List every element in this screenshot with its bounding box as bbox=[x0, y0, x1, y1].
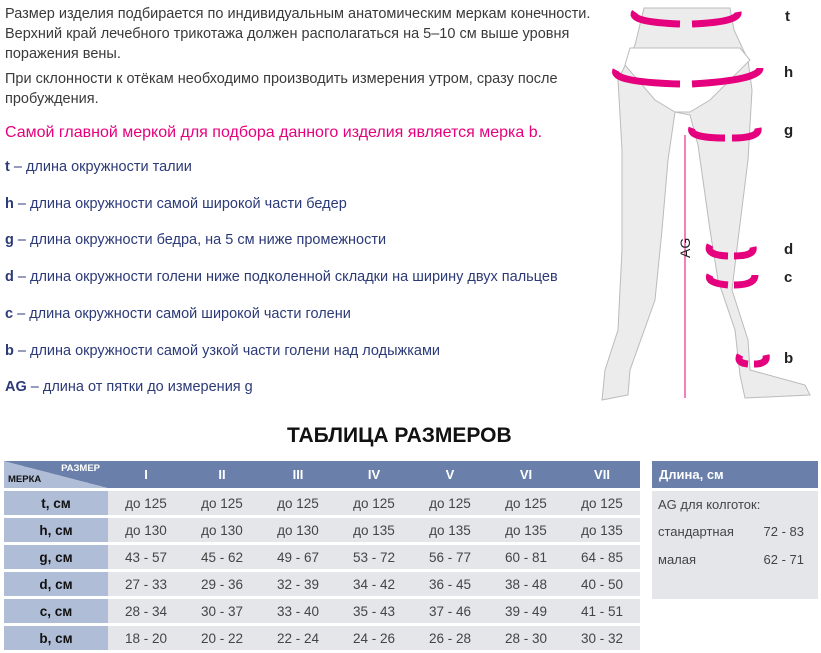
size-header: V bbox=[412, 461, 488, 488]
length-value: 62 - 71 bbox=[763, 552, 804, 567]
label-b: b bbox=[784, 350, 794, 367]
size-table: РАЗМЕР МЕРКА I II III IV V VI VII t, см до 125 до 1… bbox=[4, 458, 640, 653]
measure-label: c, см bbox=[4, 599, 108, 623]
table-cell: 28 - 30 bbox=[488, 626, 564, 650]
table-cell: 33 - 40 bbox=[260, 599, 336, 623]
measure-label: t, см bbox=[4, 491, 108, 515]
table-cell: до 135 bbox=[488, 518, 564, 542]
size-header: III bbox=[260, 461, 336, 488]
table-cell: 32 - 39 bbox=[260, 572, 336, 596]
table-cell: до 125 bbox=[412, 491, 488, 515]
table-cell: до 130 bbox=[184, 518, 260, 542]
highlight-text: Самой главной меркой для подбора данного… bbox=[5, 124, 543, 141]
corner-cell: РАЗМЕР МЕРКА bbox=[4, 461, 108, 488]
table-cell: 41 - 51 bbox=[564, 599, 640, 623]
length-sub: AG для колготок: bbox=[658, 497, 761, 512]
table-cell: 53 - 72 bbox=[336, 545, 412, 569]
table-row: d, см 27 - 33 29 - 36 32 - 39 34 - 42 36 - 45… bbox=[4, 572, 640, 596]
table-cell: до 135 bbox=[336, 518, 412, 542]
table-cell: 60 - 81 bbox=[488, 545, 564, 569]
table-cell: 49 - 67 bbox=[260, 545, 336, 569]
table-row: g, см 43 - 57 45 - 62 49 - 67 53 - 72 56 - 77… bbox=[4, 545, 640, 569]
table-row: c, см 28 - 34 30 - 37 33 - 40 35 - 43 37 - 46… bbox=[4, 599, 640, 623]
length-value: 72 - 83 bbox=[763, 524, 804, 539]
table-row: b, см 18 - 20 20 - 22 22 - 24 24 - 26 26 - 28… bbox=[4, 626, 640, 650]
table-cell: 30 - 37 bbox=[184, 599, 260, 623]
table-cell: 26 - 28 bbox=[412, 626, 488, 650]
table-cell: 40 - 50 bbox=[564, 572, 640, 596]
table-cell: до 125 bbox=[184, 491, 260, 515]
table-cell: 64 - 85 bbox=[564, 545, 640, 569]
label-h: h bbox=[784, 64, 794, 81]
measure-label: h, см bbox=[4, 518, 108, 542]
table-cell: 35 - 43 bbox=[336, 599, 412, 623]
length-name: стандартная bbox=[658, 524, 734, 539]
table-cell: до 125 bbox=[108, 491, 184, 515]
table-cell: до 135 bbox=[564, 518, 640, 542]
legend-item: t – длина окружности талии bbox=[5, 159, 192, 175]
table-cell: до 130 bbox=[260, 518, 336, 542]
size-header: II bbox=[184, 461, 260, 488]
table-cell: 56 - 77 bbox=[412, 545, 488, 569]
table-cell: до 125 bbox=[260, 491, 336, 515]
size-header: VII bbox=[564, 461, 640, 488]
label-g: g bbox=[784, 122, 794, 139]
size-header: VI bbox=[488, 461, 564, 488]
legend-item: d – длина окружности голени ниже подколе… bbox=[5, 269, 558, 286]
ag-label: AG bbox=[677, 238, 693, 258]
table-title: ТАБЛИЦА РАЗМЕРОВ bbox=[287, 424, 512, 447]
intro-paragraph: Размер изделия подбирается по индивидуал… bbox=[5, 6, 591, 62]
size-header: I bbox=[108, 461, 184, 488]
table-cell: 22 - 24 bbox=[260, 626, 336, 650]
table-header-row: РАЗМЕР МЕРКА I II III IV V VI VII bbox=[4, 461, 640, 488]
legend-item: b – длина окружности самой узкой части г… bbox=[5, 342, 441, 359]
table-cell: до 135 bbox=[412, 518, 488, 542]
table-cell: 39 - 49 bbox=[488, 599, 564, 623]
table-cell: 36 - 45 bbox=[412, 572, 488, 596]
legend-item: h – длина окружности самой широкой части… bbox=[5, 195, 347, 212]
table-cell: 38 - 48 bbox=[488, 572, 564, 596]
table-cell: 30 - 32 bbox=[564, 626, 640, 650]
table-row: h, см до 130 до 130 до 130 до 135 до 135 до 13… bbox=[4, 518, 640, 542]
table-cell: 34 - 42 bbox=[336, 572, 412, 596]
table-cell: до 125 bbox=[488, 491, 564, 515]
table-cell: до 130 bbox=[108, 518, 184, 542]
table-cell: 45 - 62 bbox=[184, 545, 260, 569]
table-cell: 28 - 34 bbox=[108, 599, 184, 623]
table-cell: до 125 bbox=[564, 491, 640, 515]
intro-paragraph: При склонности к отёкам необходимо произ… bbox=[5, 71, 558, 107]
table-row: t, см до 125 до 125 до 125 до 125 до 125 до 12… bbox=[4, 491, 640, 515]
table-cell: 43 - 57 bbox=[108, 545, 184, 569]
table-cell: 18 - 20 bbox=[108, 626, 184, 650]
length-box: Длина, см AG для колготок: стандартная 7… bbox=[652, 461, 818, 599]
legend-item: c – длина окружности самой широкой части… bbox=[5, 305, 351, 322]
legend-item: g – длина окружности бедра, на 5 см ниже… bbox=[5, 232, 387, 249]
length-header: Длина, см bbox=[652, 461, 818, 488]
measure-label: b, см bbox=[4, 626, 108, 650]
table-cell: 29 - 36 bbox=[184, 572, 260, 596]
label-c: c bbox=[784, 269, 793, 286]
label-t: t bbox=[785, 8, 790, 25]
table-cell: до 125 bbox=[336, 491, 412, 515]
table-cell: 37 - 46 bbox=[412, 599, 488, 623]
measure-label: d, см bbox=[4, 572, 108, 596]
table-cell: 27 - 33 bbox=[108, 572, 184, 596]
length-name: малая bbox=[658, 552, 697, 567]
table-cell: 24 - 26 bbox=[336, 626, 412, 650]
leg-diagram: AG bbox=[601, 7, 811, 401]
measure-label: g, см bbox=[4, 545, 108, 569]
table-cell: 20 - 22 bbox=[184, 626, 260, 650]
label-d: d bbox=[784, 241, 794, 258]
size-header: IV bbox=[336, 461, 412, 488]
legend-item: AG – длина от пятки до измерения g bbox=[5, 379, 253, 396]
